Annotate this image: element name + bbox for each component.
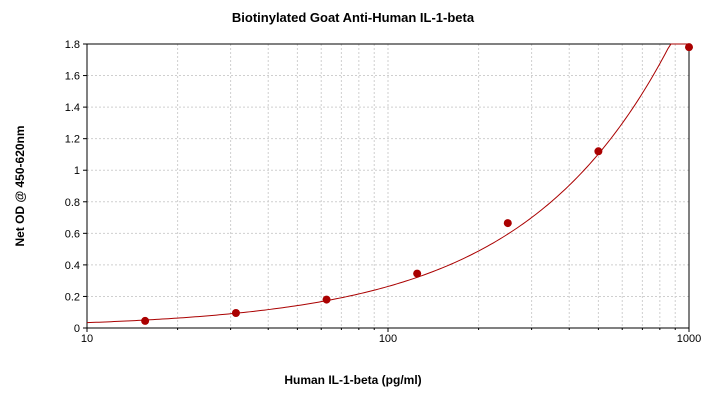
x-tick-label: 100 xyxy=(379,333,397,345)
y-tick-label: 0 xyxy=(74,323,80,335)
data-point xyxy=(231,309,240,318)
y-tick-label: 0.8 xyxy=(65,197,80,209)
y-tick-label: 0.6 xyxy=(65,228,80,240)
y-tick-label: 0.4 xyxy=(65,260,80,272)
x-axis: 10 100 1000 xyxy=(81,328,701,345)
y-tick-label: 0.2 xyxy=(65,291,80,303)
data-point xyxy=(141,316,150,325)
y-tick-label: 1.4 xyxy=(65,102,80,114)
y-tick-label: 1.2 xyxy=(65,134,80,146)
data-point xyxy=(413,269,422,278)
y-axis-label: Net OD @ 450-620nm xyxy=(13,125,27,246)
data-point xyxy=(503,219,512,228)
data-point xyxy=(322,295,331,304)
y-tick-label: 1.6 xyxy=(65,71,80,83)
x-tick-label: 1000 xyxy=(677,333,701,345)
x-tick-label: 10 xyxy=(81,333,93,345)
grid xyxy=(87,44,689,328)
data-point xyxy=(685,43,693,52)
y-tick-label: 1.8 xyxy=(65,39,80,51)
chart-title: Biotinylated Goat Anti-Human IL-1-beta xyxy=(232,10,475,25)
fit-curve xyxy=(86,43,689,324)
x-axis-label: Human IL-1-beta (pg/ml) xyxy=(284,373,421,387)
data-points xyxy=(141,43,693,325)
y-tick-label: 1 xyxy=(74,165,80,177)
data-point xyxy=(594,147,603,156)
y-axis: 0 0.2 0.4 0.6 0.8 1 1.2 1.4 1.6 1.8 xyxy=(65,39,87,335)
